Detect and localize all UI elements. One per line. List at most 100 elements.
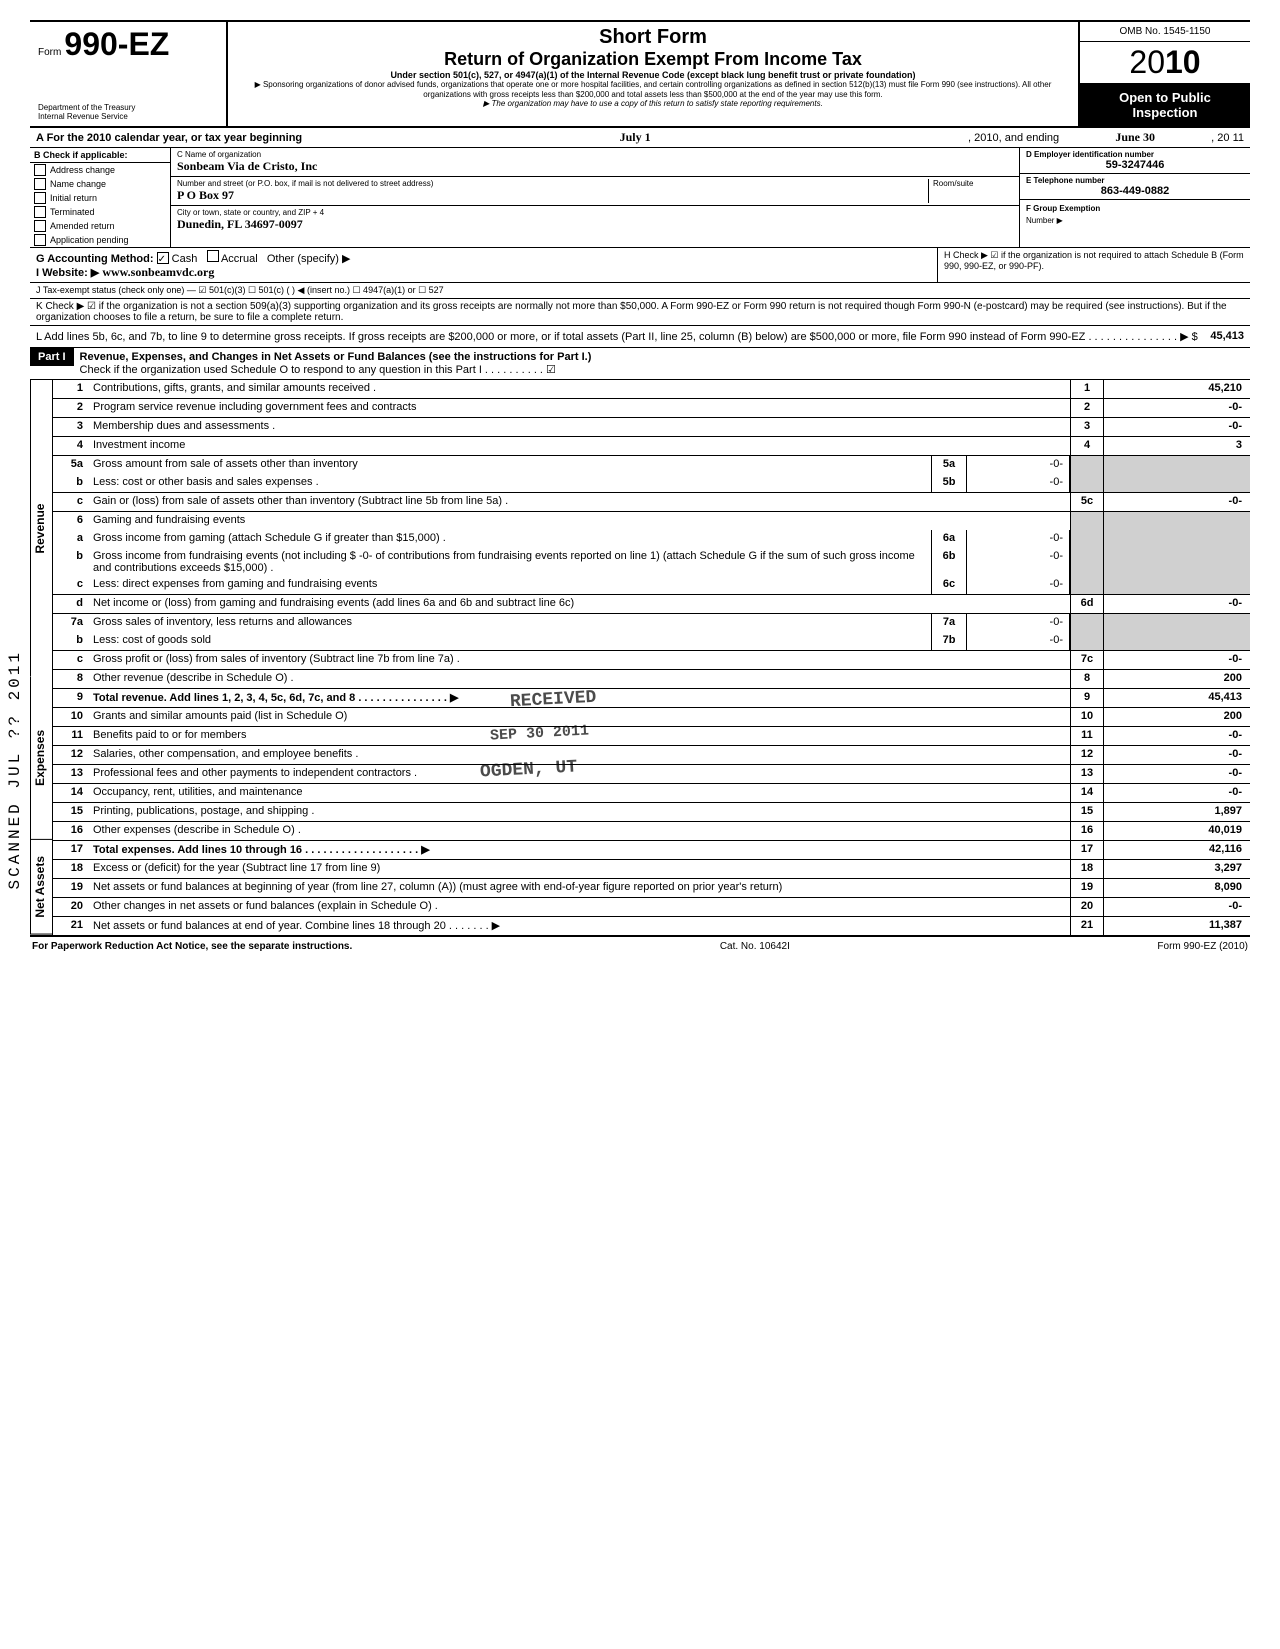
cash-label: Cash: [172, 253, 198, 265]
check-accrual[interactable]: [207, 250, 219, 262]
check-label-4: Amended return: [50, 221, 115, 231]
check-amended[interactable]: Amended return: [30, 219, 170, 233]
b-label: B Check if applicable:: [30, 148, 170, 163]
side-netassets: Net Assets: [30, 839, 52, 935]
line-7b: bLess: cost of goods sold7b-0-: [53, 632, 1250, 651]
section-bcd: B Check if applicable: Address change Na…: [30, 148, 1250, 248]
a-label: A For the 2010 calendar year, or tax yea…: [36, 132, 302, 144]
line-21: 21Net assets or fund balances at end of …: [53, 917, 1250, 935]
tax-year: 2010: [1080, 42, 1250, 84]
line-6a: aGross income from gaming (attach Schedu…: [53, 530, 1250, 548]
line-6d: dNet income or (loss) from gaming and fu…: [53, 595, 1250, 614]
line-5b: bLess: cost or other basis and sales exp…: [53, 474, 1250, 493]
check-label-5: Application pending: [50, 235, 129, 245]
check-name-change[interactable]: Name change: [30, 177, 170, 191]
line-5c: cGain or (loss) from sale of assets othe…: [53, 493, 1250, 512]
year-prefix: 20: [1129, 44, 1165, 80]
f-label: F Group Exemption: [1026, 204, 1100, 213]
open-to-public: Open to Public: [1082, 90, 1248, 105]
street-value: P O Box 97: [177, 188, 928, 203]
g-label: G Accounting Method:: [36, 253, 154, 265]
line-3: 3Membership dues and assessments .3-0-: [53, 418, 1250, 437]
check-label-0: Address change: [50, 165, 115, 175]
line-18: 18Excess or (deficit) for the year (Subt…: [53, 860, 1250, 879]
line-14: 14Occupancy, rent, utilities, and mainte…: [53, 784, 1250, 803]
line-6b: bGross income from fundraising events (n…: [53, 548, 1250, 576]
line-9: 9Total revenue. Add lines 1, 2, 3, 4, 5c…: [53, 689, 1250, 708]
part1-table: RECEIVED SEP 30 2011 OGDEN, UT Revenue E…: [30, 380, 1250, 935]
line-1: 1Contributions, gifts, grants, and simil…: [53, 380, 1250, 399]
footer: For Paperwork Reduction Act Notice, see …: [30, 937, 1250, 956]
l-value: 45,413: [1210, 330, 1244, 342]
line-12: 12Salaries, other compensation, and empl…: [53, 746, 1250, 765]
check-initial-return[interactable]: Initial return: [30, 191, 170, 205]
footer-right: Form 990-EZ (2010): [1157, 941, 1248, 952]
under-section: Under section 501(c), 527, or 4947(a)(1)…: [238, 70, 1068, 80]
c-label: C Name of organization: [177, 150, 1013, 159]
website-value: www.sonbeamvdc.org: [102, 265, 214, 279]
form-number: 990-EZ: [64, 26, 169, 62]
i-label: I Website: ▶: [36, 267, 99, 279]
form-990ez: Form 990-EZ Department of the Treasury I…: [30, 20, 1250, 937]
part1-header: Part I Revenue, Expenses, and Changes in…: [30, 348, 1250, 380]
part1-title: Revenue, Expenses, and Changes in Net As…: [80, 351, 1244, 363]
l-text: L Add lines 5b, 6c, and 7b, to line 9 to…: [36, 331, 1198, 343]
line-6: 6Gaming and fundraising events: [53, 512, 1250, 530]
check-label-2: Initial return: [50, 193, 97, 203]
city-value: Dunedin, FL 34697-0097: [177, 217, 1013, 232]
form-title: Return of Organization Exempt From Incom…: [238, 49, 1068, 70]
ein-value: 59-3247446: [1026, 159, 1244, 171]
row-a-tax-year: A For the 2010 calendar year, or tax yea…: [30, 128, 1250, 148]
copy-note: ▶ The organization may have to use a cop…: [238, 99, 1068, 109]
sponsor-note: ▶ Sponsoring organizations of donor advi…: [238, 80, 1068, 99]
inspection: Inspection: [1082, 105, 1248, 120]
row-l: L Add lines 5b, 6c, and 7b, to line 9 to…: [30, 326, 1250, 348]
dept-irs: Internal Revenue Service: [38, 113, 218, 122]
check-address-change[interactable]: Address change: [30, 163, 170, 177]
line-16: 16Other expenses (describe in Schedule O…: [53, 822, 1250, 841]
line-7a: 7aGross sales of inventory, less returns…: [53, 614, 1250, 632]
room-label: Room/suite: [933, 179, 1013, 188]
check-cash[interactable]: [157, 252, 169, 264]
form-prefix: Form: [38, 47, 61, 58]
line-7c: cGross profit or (loss) from sales of in…: [53, 651, 1250, 670]
check-terminated[interactable]: Terminated: [30, 205, 170, 219]
line-8: 8Other revenue (describe in Schedule O) …: [53, 670, 1250, 689]
mid-text: , 2010, and ending: [968, 132, 1059, 144]
line-11: 11Benefits paid to or for members11-0-: [53, 727, 1250, 746]
footer-center: Cat. No. 10642I: [720, 941, 790, 952]
form-header: Form 990-EZ Department of the Treasury I…: [30, 22, 1250, 128]
short-form-label: Short Form: [238, 26, 1068, 49]
check-app-pending[interactable]: Application pending: [30, 233, 170, 247]
scanned-stamp-side: SCANNED JUL ?? 2011: [6, 650, 24, 889]
street-label: Number and street (or P.O. box, if mail …: [177, 179, 928, 188]
line-10: 10Grants and similar amounts paid (list …: [53, 708, 1250, 727]
line-17: 17Total expenses. Add lines 10 through 1…: [53, 841, 1250, 860]
part1-check-o: Check if the organization used Schedule …: [80, 363, 1244, 376]
accrual-label: Accrual: [221, 253, 258, 265]
end-date: June 30: [1065, 130, 1205, 145]
h-text: H Check ▶ ☑ if the organization is not r…: [938, 248, 1250, 282]
line-13: 13Professional fees and other payments t…: [53, 765, 1250, 784]
other-label: Other (specify) ▶: [267, 253, 351, 265]
year-bold: 10: [1165, 44, 1201, 80]
e-label: E Telephone number: [1026, 176, 1244, 185]
line-19: 19Net assets or fund balances at beginni…: [53, 879, 1250, 898]
side-revenue: Revenue: [30, 380, 52, 677]
line-4: 4Investment income43: [53, 437, 1250, 456]
line-5a: 5aGross amount from sale of assets other…: [53, 456, 1250, 474]
check-label-3: Terminated: [50, 207, 95, 217]
side-expenses: Expenses: [30, 677, 52, 840]
row-gh: G Accounting Method: Cash Accrual Other …: [30, 248, 1250, 283]
row-j: J Tax-exempt status (check only one) — ☑…: [30, 283, 1250, 299]
d-label: D Employer identification number: [1026, 150, 1244, 159]
line-6c: cLess: direct expenses from gaming and f…: [53, 576, 1250, 595]
line-2: 2Program service revenue including gover…: [53, 399, 1250, 418]
line-20: 20Other changes in net assets or fund ba…: [53, 898, 1250, 917]
f-sub: Number ▶: [1026, 216, 1063, 225]
row-k: K Check ▶ ☑ if the organization is not a…: [30, 299, 1250, 326]
begin-date: July 1: [308, 130, 962, 145]
phone-value: 863-449-0882: [1026, 185, 1244, 197]
line-15: 15Printing, publications, postage, and s…: [53, 803, 1250, 822]
org-name: Sonbeam Via de Cristo, Inc: [177, 159, 1013, 174]
